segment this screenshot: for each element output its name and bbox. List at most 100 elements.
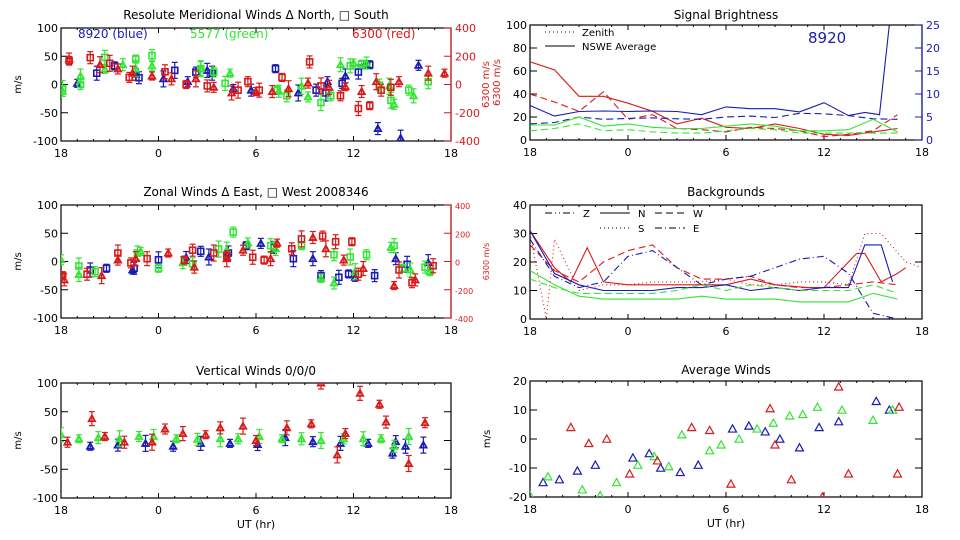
data-point-square xyxy=(387,96,395,105)
data-point-triangle xyxy=(74,433,84,443)
data-point-square xyxy=(317,82,325,90)
data-point-triangle xyxy=(418,440,429,449)
data-point-triangle xyxy=(725,478,736,488)
data-point-triangle xyxy=(423,68,433,77)
data-point-square xyxy=(244,77,252,86)
data-point-triangle xyxy=(676,429,687,439)
data-point-triangle xyxy=(147,437,157,446)
data-point-square xyxy=(196,64,205,73)
data-point-triangle xyxy=(267,86,277,96)
data-point-square xyxy=(196,247,205,256)
data-point-triangle xyxy=(590,459,601,469)
data-point-square xyxy=(125,73,134,82)
data-point-square xyxy=(317,98,325,107)
y-axis-label: m/s xyxy=(13,431,24,449)
data-point-triangle xyxy=(786,474,797,484)
y-tick-label: 30 xyxy=(513,228,527,241)
data-point-triangle xyxy=(376,433,386,443)
data-point-triangle xyxy=(215,422,225,432)
data-point-triangle xyxy=(332,449,342,459)
data-point-triangle xyxy=(238,421,248,430)
data-point-triangle xyxy=(420,417,430,427)
data-point-triangle xyxy=(113,63,123,73)
data-point-triangle xyxy=(439,68,450,77)
data-point-square xyxy=(214,245,223,253)
data-point-triangle xyxy=(542,471,553,481)
data-point-square xyxy=(429,261,437,270)
data-point-triangle xyxy=(624,468,635,478)
data-point-triangle xyxy=(321,243,331,253)
data-point-triangle xyxy=(308,253,318,263)
data-point-square xyxy=(255,86,264,94)
data-point-triangle xyxy=(652,455,663,465)
series-line xyxy=(530,90,898,138)
plot-area xyxy=(61,226,437,291)
annotation-label: 8920 xyxy=(808,29,846,47)
data-point-triangle xyxy=(583,438,594,448)
data-point-triangle xyxy=(408,90,419,100)
data-point-triangle xyxy=(308,436,318,446)
data-point-triangle xyxy=(871,396,882,406)
data-point-triangle xyxy=(774,433,785,443)
data-point-square xyxy=(297,235,306,243)
data-point-triangle xyxy=(178,428,188,438)
series-line xyxy=(530,61,898,136)
legend-label: E xyxy=(693,224,699,235)
y-tick-label: 20 xyxy=(513,256,527,269)
series-line xyxy=(530,270,898,303)
data-point-triangle xyxy=(113,255,123,264)
data-point-triangle xyxy=(296,433,307,443)
data-point-square xyxy=(209,68,218,76)
data-point-square xyxy=(390,241,398,250)
data-point-triangle xyxy=(892,468,903,478)
data-point-triangle xyxy=(118,59,128,69)
data-point-triangle xyxy=(147,60,157,70)
data-point-triangle xyxy=(243,237,253,247)
data-point-triangle xyxy=(166,73,177,83)
chart-title: Average Winds xyxy=(681,363,771,377)
right-y-tick-label: -400 xyxy=(455,135,480,148)
y-tick-label: 0 xyxy=(51,79,58,92)
data-point-square xyxy=(346,253,355,261)
annotation-label: 5577 (green) xyxy=(190,27,268,41)
data-point-triangle xyxy=(784,410,795,420)
data-point-square xyxy=(170,66,179,75)
data-point-triangle xyxy=(554,474,565,484)
zonal-winds-panel: Zonal Winds Δ East, □ West 2008346 18 0 6 12… xyxy=(13,185,491,337)
data-point-triangle xyxy=(704,425,715,435)
data-point-triangle xyxy=(215,433,225,443)
right-axis-label: 6300 m/s xyxy=(481,61,492,108)
data-point-triangle xyxy=(577,484,588,494)
data-point-triangle xyxy=(797,409,808,419)
y-tick-label: 100 xyxy=(37,377,58,390)
data-point-triangle xyxy=(867,414,879,424)
data-point-triangle xyxy=(374,399,385,408)
data-point-triangle xyxy=(282,422,292,432)
x-tick-label: 12 xyxy=(347,324,361,337)
y-tick-label: 0 xyxy=(520,313,527,326)
data-point-triangle xyxy=(251,435,261,444)
data-point-triangle xyxy=(644,448,655,458)
y-tick-label: 50 xyxy=(44,227,58,240)
x-tick-label: 18 xyxy=(915,325,929,338)
data-point-triangle xyxy=(404,458,414,467)
data-point-square xyxy=(229,228,238,236)
data-point-triangle xyxy=(335,59,346,69)
data-point-triangle xyxy=(716,439,727,449)
plot-area xyxy=(530,25,898,138)
y-tick-label: -20 xyxy=(509,491,527,504)
y-tick-label: 60 xyxy=(513,65,527,78)
right-y-tick-label: 5 xyxy=(926,111,933,124)
data-point-triangle xyxy=(704,445,715,455)
data-point-square xyxy=(148,51,156,60)
data-point-square xyxy=(135,73,143,82)
data-point-square xyxy=(387,83,395,92)
data-point-triangle xyxy=(627,452,638,462)
data-point-square xyxy=(278,73,286,82)
data-point-triangle xyxy=(649,451,660,461)
right-y-tick-label: 0 xyxy=(455,259,460,268)
data-point-square xyxy=(354,68,363,76)
data-point-square xyxy=(133,249,142,257)
data-point-triangle xyxy=(404,431,414,440)
data-point-triangle xyxy=(413,60,424,69)
